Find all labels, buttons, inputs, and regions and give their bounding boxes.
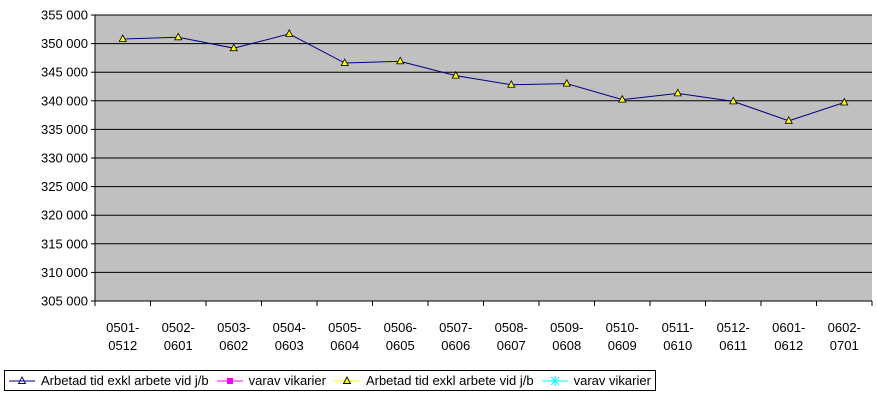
x-tick-label: 0601- [772,320,805,335]
legend-label: Arbetad tid exkl arbete vid j/b [41,373,209,388]
x-tick-label: 0511- [662,320,694,335]
y-tick-label: 345 000 [41,65,88,80]
x-tick-label: 0604 [330,338,359,353]
data-point [507,79,516,88]
x-tick-label: 0502- [162,320,195,335]
x-tick-label: 0608 [552,338,581,353]
x-tick-label: 0701 [830,338,859,353]
x-tick-label: 0607 [497,338,526,353]
y-tick-label: 350 000 [41,36,88,51]
x-tick-label: 0505- [328,320,361,335]
data-point [229,43,238,52]
y-tick-label: 305 000 [41,294,88,309]
data-point [729,96,738,105]
data-point [451,70,460,79]
y-tick-label: 325 000 [41,179,88,194]
data-point [118,34,127,42]
x-tick-label: 0504- [273,320,306,335]
legend-marker-icon [9,375,35,384]
data-point [784,115,793,124]
x-tick-label: 0609 [608,338,637,353]
x-tick-label: 0605 [386,338,415,353]
data-point [396,56,405,65]
x-tick-label: 0507- [439,320,472,335]
legend-label: varav vikarier [248,373,326,388]
x-tick-label: 0510- [606,320,639,335]
legend-marker-icon [216,377,243,384]
x-tick-label: 0610 [663,338,692,353]
legend-marker-icon [541,375,568,386]
y-tick-label: 315 000 [41,236,88,251]
y-tick-label: 330 000 [41,151,88,166]
x-tick-label: 0602 [219,338,248,353]
x-tick-label: 0612 [774,338,803,353]
y-tick-label: 335 000 [41,122,88,137]
series-line [122,33,845,122]
legend-marker-icon [333,375,360,384]
chart-legend: Arbetad tid exkl arbete vid j/b varav vik… [4,370,656,391]
x-tick-label: 0606 [441,338,470,353]
data-point [618,94,627,103]
y-tick-label: 340 000 [41,93,88,108]
y-tick-label: 310 000 [41,265,88,280]
legend-label: varav vikarier [573,373,651,388]
legend-label: Arbetad tid exkl arbete vid j/b [365,373,534,388]
x-tick-label: 0506- [384,320,417,335]
data-point [840,97,849,106]
x-tick-label: 0602- [828,320,861,335]
x-tick-label: 0501- [106,320,139,335]
x-tick-label: 0508- [495,320,528,335]
y-tick-label: 355 000 [41,8,88,23]
x-tick-label: 0603 [275,338,304,353]
data-point [673,88,682,97]
x-tick-label: 0611 [719,338,747,353]
legend-item: varav vikarier [215,373,326,388]
legend-item: varav vikarier [540,373,651,388]
legend-item: Arbetad tid exkl arbete vid j/b [7,373,209,388]
x-tick-label: 0512- [717,320,750,335]
legend-item: Arbetad tid exkl arbete vid j/b [332,373,534,388]
data-point [562,78,571,87]
data-point [285,29,294,37]
x-tick-label: 0509- [550,320,583,335]
y-tick-label: 320 000 [41,208,88,223]
x-tick-label: 0512 [108,338,137,353]
data-point [174,32,183,41]
data-point [340,58,349,66]
x-tick-label: 0601 [164,338,193,353]
x-tick-label: 0503- [217,320,250,335]
